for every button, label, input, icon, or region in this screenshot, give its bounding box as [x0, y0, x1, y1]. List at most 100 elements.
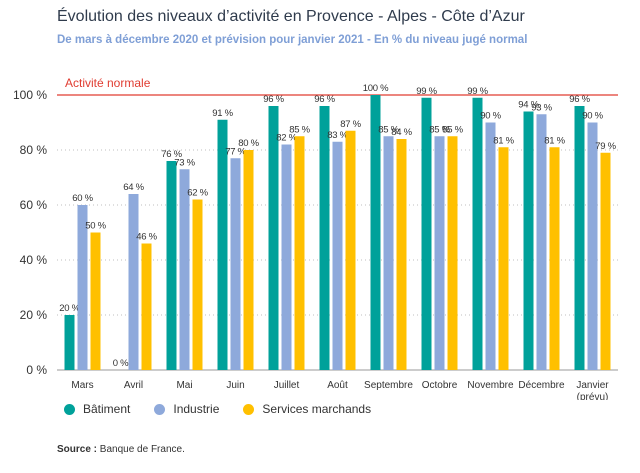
legend-swatch-batiment: [64, 403, 75, 415]
bar-services-marchands-mai: [192, 199, 203, 370]
legend-swatch-industrie: [154, 403, 166, 415]
bar-services-marchands-decembre: [549, 147, 560, 370]
bar-industrie-aout: [332, 141, 343, 370]
data-label: 87 %: [340, 119, 361, 130]
x-tick-label: Août: [327, 380, 348, 391]
reference-line-label: Activité normale: [65, 76, 151, 90]
data-label: 0 %: [113, 358, 129, 369]
bar-industrie-septembre: [383, 136, 394, 370]
bar-services-marchands-octobre: [447, 136, 458, 370]
data-label: 60 %: [72, 193, 93, 204]
data-label: 80 %: [238, 138, 259, 149]
bar-industrie-juin: [230, 158, 241, 370]
bar-services-marchands-mars: [90, 232, 101, 370]
data-label: 81 %: [544, 135, 565, 146]
bar-chart: 0 % 20 % 40 % 60 % 80 % 100 % Activité normale…: [13, 76, 618, 400]
data-label: 96 %: [314, 94, 335, 105]
data-label: 85 %: [378, 124, 399, 135]
data-label: 100 %: [363, 83, 389, 94]
legend-item-industrie: Industrie: [154, 402, 219, 416]
bar-industrie-juillet: [281, 144, 292, 370]
bar-batiment-decembre: [523, 111, 534, 370]
chart-title: Évolution des niveaux d’activité en Prov…: [57, 8, 525, 25]
x-tick-label: Novembre: [467, 380, 514, 391]
bar-industrie-mars: [77, 205, 88, 370]
data-label: 85 %: [429, 124, 450, 135]
data-label: 76 %: [161, 149, 182, 160]
bar-batiment-mai: [166, 161, 177, 370]
legend-item-services: Services marchands: [243, 402, 371, 416]
legend-swatch-services: [243, 403, 255, 415]
data-label: 20 %: [59, 303, 80, 314]
legend-label-batiment: Bâtiment: [83, 402, 131, 416]
bar-batiment-novembre: [472, 97, 483, 370]
y-tick-label: 40 %: [20, 253, 48, 267]
bar-industrie-mai: [179, 169, 190, 370]
bar-batiment-aout: [319, 106, 330, 370]
y-tick-label: 0 %: [26, 363, 47, 377]
x-tick-label: Décembre: [518, 380, 565, 391]
data-label: 93 %: [531, 102, 552, 113]
data-label: 90 %: [582, 111, 603, 122]
bar-industrie-decembre: [536, 114, 547, 370]
data-label: 62 %: [187, 188, 208, 199]
x-tick-label: Juillet: [274, 380, 300, 391]
bar-services-marchands-aout: [345, 130, 356, 370]
bar-services-marchands-septembre: [396, 139, 407, 370]
y-tick-label: 100 %: [13, 88, 47, 102]
chart-legend: Bâtiment Industrie Services marchands: [64, 402, 371, 416]
data-label: 46 %: [136, 232, 157, 243]
data-label: 64 %: [123, 182, 144, 193]
bar-batiment-juillet: [268, 106, 279, 370]
legend-label-services: Services marchands: [262, 402, 372, 416]
bar-industrie-octobre: [434, 136, 445, 370]
data-label: 90 %: [480, 111, 501, 122]
data-label: 83 %: [327, 130, 348, 141]
data-label: 99 %: [467, 86, 488, 97]
data-label: 79 %: [595, 141, 616, 152]
source-text: Banque de France.: [97, 444, 185, 455]
data-label: 85 %: [442, 124, 463, 135]
bar-services-marchands-juillet: [294, 136, 305, 370]
bar-services-marchands-avril: [141, 243, 152, 370]
source-label: Source :: [57, 444, 98, 455]
data-label: 99 %: [416, 86, 437, 97]
data-label: 94 %: [518, 100, 539, 111]
x-tick-label: (prévu): [577, 392, 609, 400]
legend-label-industrie: Industrie: [173, 402, 220, 416]
bar-industrie-avril: [128, 194, 139, 370]
source-note: Source : Banque de France.: [57, 444, 185, 455]
bar-services-marchands-novembre: [498, 147, 509, 370]
x-tick-label: Octobre: [422, 380, 458, 391]
data-label: 96 %: [569, 94, 590, 105]
data-label: 96 %: [263, 94, 284, 105]
bar-batiment-janvier: [574, 106, 585, 370]
x-tick-label: Avril: [124, 380, 143, 391]
data-label: 91 %: [212, 108, 233, 119]
data-label: 77 %: [225, 146, 246, 157]
bar-services-marchands-juin: [243, 150, 254, 370]
data-label: 81 %: [493, 135, 514, 146]
bar-batiment-septembre: [370, 95, 381, 370]
bar-industrie-novembre: [485, 122, 496, 370]
data-label: 85 %: [289, 124, 310, 135]
y-tick-label: 80 %: [20, 143, 48, 157]
x-tick-label: Janvier: [576, 380, 609, 391]
data-label: 50 %: [85, 221, 106, 232]
y-tick-label: 20 %: [20, 308, 48, 322]
x-tick-label: Septembre: [364, 380, 413, 391]
legend-item-batiment: Bâtiment: [64, 402, 130, 416]
data-label: 82 %: [276, 133, 297, 144]
x-tick-label: Mai: [176, 380, 192, 391]
bar-industrie-janvier: [587, 122, 598, 370]
x-tick-label: Mars: [71, 380, 93, 391]
y-tick-label: 60 %: [20, 198, 48, 212]
bar-batiment-mars: [64, 315, 75, 370]
data-label: 84 %: [391, 127, 412, 138]
bar-batiment-juin: [217, 119, 228, 370]
x-tick-label: Juin: [226, 380, 244, 391]
bar-batiment-octobre: [421, 97, 432, 370]
bar-services-marchands-janvier: [600, 152, 611, 370]
data-label: 73 %: [174, 157, 195, 168]
chart-subtitle: De mars à décembre 2020 et prévision pou…: [57, 34, 528, 46]
